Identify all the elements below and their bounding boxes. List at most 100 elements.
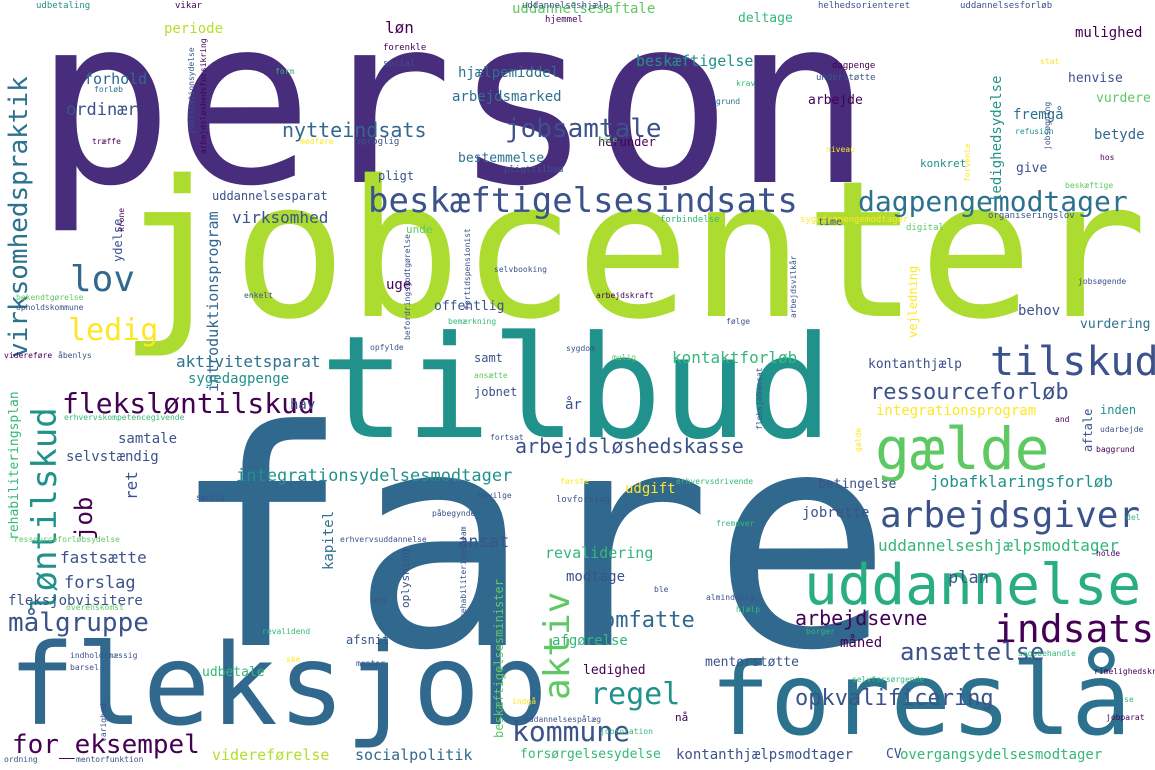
word-jobafklaringsforlob: jobafklaringsforløb [930,472,1114,491]
word-rimelighedskrav: rimelighedskrav [1094,667,1155,676]
word-behov: behov [1018,303,1061,319]
word-virksomhed: virksomhed [232,208,329,227]
word-del: del [1126,513,1141,522]
word-indsats: indsats [994,607,1155,651]
word-uddannelsesforlob: uddannelsesforløb [960,1,1053,11]
word-flekslontilskud: fleksløntilskud [62,387,315,420]
word-revalidering: revalidering [545,544,654,562]
word-jobsoegning: jobsøgning [1043,101,1052,150]
word-mulig: mulig [612,353,637,362]
word-afgoerelse: afgørelse [552,633,628,649]
word-jobcenter: jobcenter [118,140,1148,361]
word-erhvervsdrivende: erhvervsdrivende [676,477,754,486]
word-jobrotation: jobrotation [600,727,653,736]
word-ansaette: ansætte [474,371,508,380]
word-refusion: refusion [1015,127,1054,136]
word-deltage: deltage [738,11,793,26]
word-arbejdsmarked: arbejdsmarked [452,89,562,105]
word-forlob: forløb [94,85,123,94]
word-kontaktforlob: kontaktforløb [672,348,798,367]
word-ansat: ansat [458,532,510,552]
word-fleksjobansat: fleksjobansat [755,367,764,430]
word-hos: hos [1100,153,1115,162]
word-ledig: ledig [68,313,159,348]
word-give: give [1016,161,1048,176]
word-sproglig: sproglig [356,137,400,147]
word-betingelse: betingelse [818,477,897,492]
word-jobsoegende: jobsøgende [1078,277,1127,286]
word-betyde: betyde [1094,127,1145,143]
word-beskaeftigelsesminister: beskæftigelsesminister [492,579,506,738]
word-herunder: herunder [598,135,656,149]
word-grund: grund [716,97,741,106]
word-ledighedsydelse: ledighedsydelse [989,75,1005,202]
word-indholdsmaessig: indholdsmæssig [70,651,138,660]
word-bemaerkning: bemærkning [448,317,497,326]
word-udarbejde: udarbejde [1100,425,1144,434]
word-hjaelpemiddel: hjælpemiddel [458,65,560,81]
word-arbejdsgiver: arbejdsgiver [880,495,1141,536]
word-uge: uge [386,277,412,293]
word-mentorstotte: mentorstøtte [705,655,799,670]
word-barsel: barsel [70,663,99,672]
word-lontilskud: løntilskud [25,407,65,612]
word-and: and [1055,415,1070,424]
word-forsoergelsesydelse: forsørgelsesydelse [520,747,661,762]
word-viderefoere: videreføre [4,351,53,360]
word-maaned: måned [840,635,883,651]
word-bekendtgoerelse: bekendtgørelse [16,293,84,302]
word-sygdom: sygdom [566,344,595,353]
word-forbindelse: forbindelse [660,215,720,225]
word-aabenlys: åbenlys [58,351,92,360]
word-jobsamtale: jobsamtale [505,114,662,144]
word-uddannelsespaalaeg: uddannelsespålæg [524,715,602,724]
word-foreslaa: foreslå [710,641,1132,758]
word-revalidend: revalidend [262,627,311,636]
word-integrationsydelsesmodtager: integrationsydelsesmodtager [236,466,513,486]
word-naa: nå [675,711,689,724]
word-for-eksempel: for_eksempel [12,730,200,760]
word-ske: ske [286,655,301,664]
word-paabegynde: påbegynde [432,509,476,518]
word-ordning: ordning [4,755,38,764]
word-medfoere: medføre [300,137,334,146]
word-cv: CV [886,747,902,762]
word-fleksjobvisitere: fleksjobvisitere [8,593,143,609]
word-person: person [34,0,873,237]
word-opkvalificering: opkvalificering [795,686,994,711]
word-time: time [818,217,843,228]
word-varighed: varighed [99,703,108,742]
word-inden: inden [1100,403,1137,417]
word-vurdering: vurdering [1080,317,1151,332]
word-udbetaling: udbetaling [36,1,91,11]
word-uddannelsesaftale: uddannelsesaftale [512,1,656,17]
word-krone: krone [117,207,126,232]
word-hjaelp: hjælp [736,605,761,614]
word-gaelde-small: gælde [854,427,863,452]
word-foerste: første [560,477,589,486]
word-forslag: forslag [64,573,136,593]
word-fremgaa: fremgå [1013,107,1064,123]
word-erhvervskompetencegivende: erhvervskompetencegivende [64,413,185,422]
word-vikar: vikar [175,1,203,11]
word-borger: borger [806,627,835,636]
word-udbetale: udbetale [202,665,265,680]
word-uddannelseshjaelp: uddannelseshjælp [522,1,609,11]
word-fastsaette: fastsætte [60,548,147,567]
word-sygedagpengemodtager: sygedagpengemodtager [800,215,909,225]
word-maalgruppe: målgruppe [8,608,149,638]
word-udgift: udgift [625,481,676,497]
word-mentorfunktion: mentorfunktion [76,755,144,764]
word-oplysning: oplysning [399,548,412,608]
word-beskaeftigelse: beskæftigelse [636,52,754,70]
word-baggrund: baggrund [1096,445,1135,454]
word-kommune: kommune [512,715,631,748]
word-plan: plan [948,568,989,588]
word-uddannelseshjaelpsmodtager: uddannelseshjælpsmodtager [878,536,1119,555]
word-fleksjob: fleksjob [8,621,548,751]
word-forenkle: forenkle [383,43,427,53]
word-arbejdskraft: arbejdskraft [596,291,654,300]
word-ordinaer: ordinær [66,100,138,120]
word-overgangsydelsesmodtager: overgangsydelsesmodtager [900,747,1103,763]
word-foertidspensionist: førtidspensionist [463,228,472,310]
